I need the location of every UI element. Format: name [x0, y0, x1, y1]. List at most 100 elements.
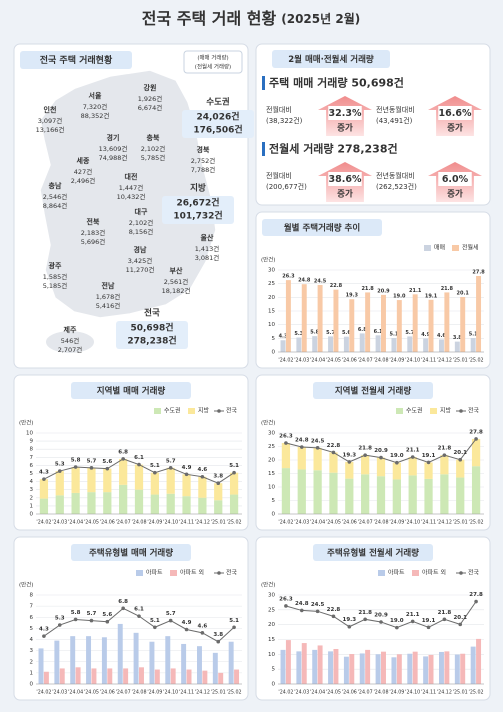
- region-name: 광주: [49, 261, 62, 270]
- region-rent: 5,185건: [43, 281, 68, 290]
- x-tick-label: '24.03: [294, 520, 309, 526]
- data-label: 24.8: [295, 438, 309, 444]
- region-rent: 8,864건: [43, 201, 68, 210]
- bar: [134, 464, 144, 490]
- legend-label: 전국: [226, 569, 238, 577]
- data-label: 27.8: [469, 592, 483, 598]
- y-tick-label: 7: [30, 604, 34, 610]
- data-label: 5.8: [310, 330, 319, 336]
- page-title-main: 전국 주택 거래 현황: [142, 9, 277, 28]
- x-tick-label: '24.12: [195, 690, 210, 696]
- bar: [181, 643, 187, 684]
- bar: [476, 638, 482, 684]
- x-tick-label: '24.07: [358, 358, 373, 364]
- data-label: 5.3: [294, 331, 303, 337]
- data-label: 4.9: [182, 465, 192, 471]
- region-name: 경북: [197, 145, 210, 154]
- data-label: 20.1: [453, 615, 467, 621]
- map-title-bg: [20, 51, 132, 69]
- bar: [71, 467, 80, 493]
- x-tick-label: '24.02: [36, 690, 51, 696]
- region-name: 강원: [144, 83, 157, 92]
- region-sale: 3,097건: [38, 116, 63, 125]
- legend-swatch: [154, 408, 161, 414]
- data-label: 4.6: [198, 467, 208, 473]
- region-rent: 2,496건: [71, 176, 96, 185]
- x-tick-label: '24.10: [405, 690, 420, 696]
- line-marker: [89, 466, 94, 470]
- x-tick-label: '25.02: [227, 520, 242, 526]
- bar: [408, 475, 417, 514]
- bar: [471, 438, 481, 467]
- comparison-rate: 32.3%: [329, 108, 362, 119]
- rate-box: [438, 106, 472, 120]
- bar: [460, 653, 466, 684]
- comparison-label: 전월대비: [266, 171, 292, 180]
- comparison-direction: 증가: [337, 123, 353, 134]
- data-label: 24.5: [311, 438, 325, 444]
- bar: [182, 496, 191, 514]
- legend-swatch: [412, 570, 419, 576]
- region-name: 수도권: [206, 97, 230, 108]
- data-label: 19.1: [425, 293, 438, 299]
- line-marker: [184, 472, 189, 477]
- line-marker: [121, 457, 125, 461]
- region-sale: 2,561건: [164, 277, 189, 286]
- x-tick-label: '24.08: [131, 520, 146, 526]
- x-tick-label: '24.09: [389, 690, 404, 696]
- legend-swatch: [396, 408, 403, 414]
- legend-label: 매매: [434, 244, 445, 252]
- comparison-label: 전년동월대비: [376, 171, 415, 180]
- chart-title: 주택유형별 매매 거래량: [89, 548, 173, 559]
- region-rent: 10,432건: [117, 192, 146, 201]
- comparison-direction: 증가: [447, 189, 463, 200]
- bar: [376, 476, 386, 514]
- comparison-base: (38,322건): [266, 116, 303, 125]
- bar: [359, 333, 365, 352]
- bar: [280, 340, 286, 352]
- region-rent: 18,182건: [162, 286, 191, 295]
- unit-label: (만건): [261, 581, 275, 589]
- bar: [444, 292, 450, 352]
- region-name: 세종: [77, 156, 90, 165]
- map-title: 전국 주택 거래현황: [40, 54, 113, 66]
- x-tick-label: '24.06: [342, 520, 357, 526]
- data-label: 4.6: [437, 333, 446, 339]
- summary-heading: 전월세 거래량 278,238건: [269, 142, 398, 156]
- comparison-rate: 6.0%: [442, 174, 469, 185]
- y-tick-label: 3: [30, 487, 34, 493]
- line-marker: [216, 639, 221, 644]
- bar: [428, 299, 434, 352]
- bar: [381, 294, 386, 352]
- panel: [255, 43, 491, 206]
- data-label: 21.1: [406, 448, 420, 454]
- data-label: 20.1: [457, 291, 470, 297]
- x-tick-label: '24.10: [163, 690, 178, 696]
- line-marker: [73, 617, 78, 622]
- region-name: 대구: [135, 207, 148, 216]
- y-tick-label: 1: [30, 503, 34, 509]
- y-tick-label: 0: [272, 512, 276, 518]
- bar: [198, 497, 207, 514]
- bar: [119, 458, 128, 485]
- y-tick-label: 10: [268, 485, 275, 491]
- region-sale: 24,026건: [196, 111, 239, 123]
- data-label: 3.8: [453, 335, 462, 341]
- legend-swatch: [424, 245, 431, 251]
- comparison-base: (43,491건): [376, 116, 413, 125]
- comparison-base: (262,523건): [376, 182, 417, 191]
- x-tick-label: '25.01: [453, 520, 468, 526]
- bar: [285, 280, 291, 352]
- y-tick-label: 10: [268, 652, 275, 658]
- bar: [55, 471, 64, 496]
- bar: [229, 472, 239, 495]
- chart-title-bg: [313, 544, 433, 561]
- y-tick-label: 3: [30, 648, 34, 654]
- region-rent: 5,785건: [141, 153, 166, 162]
- data-label: 24.5: [311, 602, 325, 608]
- legend-swatch: [170, 570, 177, 576]
- data-label: 5.1: [390, 332, 399, 338]
- y-tick-label: 5: [30, 471, 34, 477]
- y-tick-label: 1: [30, 670, 34, 676]
- y-tick-label: 30: [268, 431, 275, 437]
